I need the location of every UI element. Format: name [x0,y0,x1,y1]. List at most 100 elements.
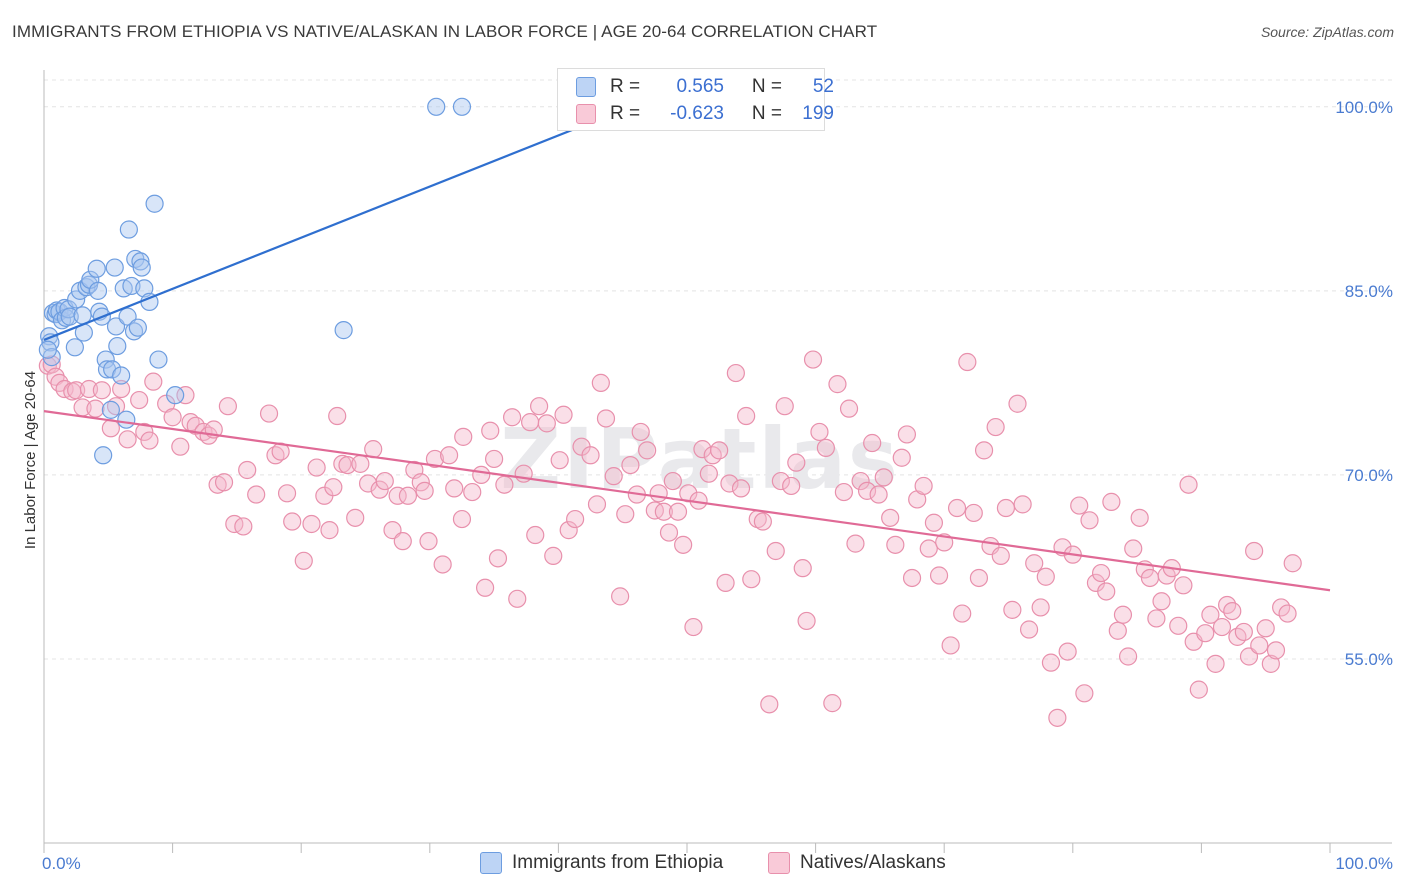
point-natives [766,541,785,561]
point-natives [991,546,1010,565]
y-tick-label: 70.0% [1345,466,1393,485]
point-natives [969,568,989,588]
point-natives [485,449,504,469]
point-natives [793,559,812,578]
tick-labels: 55.0% 70.0% 85.0% 100.0% 0.0% 100.0% [42,98,1393,873]
point-natives [475,578,495,597]
point-ethiopia [427,97,446,116]
point-natives [929,566,949,585]
point-natives [1019,620,1039,639]
point-ethiopia [88,281,108,300]
point-ethiopia [105,258,124,277]
point-ethiopia [135,279,154,298]
bottom-legend-natives[interactable]: Natives/Alaskans [768,852,946,874]
point-ethiopia [452,97,472,116]
point-natives [1179,475,1198,494]
point-natives [425,449,445,469]
bottom-legend-swatch-natives [768,852,790,874]
legend-n-label: N = [751,103,782,124]
point-natives [857,481,877,500]
point-natives [530,397,549,416]
chart-title: IMMIGRANTS FROM ETHIOPIA VS NATIVE/ALASK… [12,22,878,41]
point-ethiopia [67,290,86,309]
point-natives [218,397,237,416]
point-natives [964,503,983,523]
point-natives [1003,600,1022,619]
point-natives [370,480,389,499]
y-axis-label: In Labor Force | Age 20-64 [22,371,39,549]
trend-lines [43,124,1331,592]
point-ethiopia [96,350,115,369]
point-natives [415,481,434,500]
point-natives [1031,598,1050,617]
point-natives [710,441,729,460]
point-ethiopia [94,446,113,465]
point-natives [320,521,339,540]
point-natives [1097,582,1116,601]
trend-line-natives [43,410,1331,592]
legend-n-value: 52 [812,76,834,97]
point-natives [433,555,452,574]
point-natives [737,406,756,426]
point-natives [886,535,905,554]
point-natives [1201,605,1220,624]
point-natives [238,460,257,480]
y-tick-label: 85.0% [1345,282,1393,301]
point-natives [1147,609,1166,628]
point-natives [302,514,321,534]
point-natives [1174,576,1193,595]
point-natives [283,512,302,531]
point-natives [914,476,933,496]
x-tick-label-start: 0.0% [42,854,81,873]
point-natives [863,433,882,453]
point-natives [953,604,972,623]
point-ethiopia [38,340,57,359]
point-natives [760,695,779,714]
axes [43,70,1392,853]
point-natives [816,438,835,458]
legend-r-label: R = [610,103,641,124]
point-natives [503,408,522,427]
point-ethiopia [166,386,185,405]
point-natives [1118,647,1138,666]
point-natives [439,446,459,465]
legend-r-value: 0.565 [676,76,724,97]
point-natives [810,422,829,442]
point-ethiopia [145,194,164,213]
point-natives [846,534,865,553]
point-natives [869,485,888,504]
point-natives [654,502,673,521]
point-natives [659,523,679,542]
point-natives [488,549,508,568]
point-natives [1075,684,1094,703]
point-natives [463,482,482,502]
y-tick-label: 100.0% [1335,98,1393,117]
bottom-legend-swatch-ethiopia [480,852,502,874]
point-ethiopia [106,317,126,336]
point-natives [294,551,313,570]
point-natives [550,451,569,470]
point-natives [1025,554,1044,573]
point-natives [996,498,1016,518]
point-ethiopia [119,220,138,239]
point-ethiopia [101,400,120,419]
point-natives [559,521,578,540]
point-natives [611,587,630,606]
point-natives [67,381,86,400]
point-natives [346,508,365,527]
point-natives [544,546,563,565]
point-natives [554,405,573,424]
point-ethiopia [132,258,151,277]
bottom-legend-label-ethiopia: Immigrants from Ethiopia [512,852,724,873]
point-ethiopia [108,336,127,356]
point-natives [112,379,131,399]
point-natives [566,509,585,529]
point-ethiopia [117,410,136,429]
bottom-legend-ethiopia[interactable]: Immigrants from Ethiopia [480,852,723,874]
legend-r-value: -0.623 [670,103,724,124]
point-natives [668,502,688,521]
point-natives [277,484,297,503]
point-natives [771,471,790,491]
point-natives [176,386,195,405]
point-natives [324,478,343,497]
